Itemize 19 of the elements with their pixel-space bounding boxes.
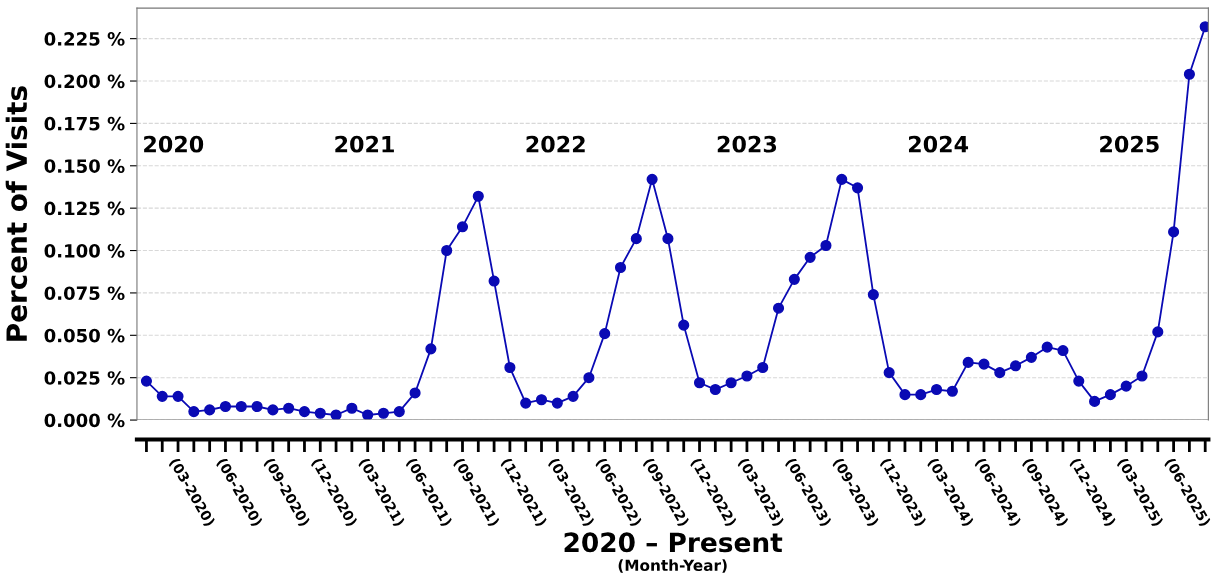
annotation: 2022	[526, 135, 585, 153]
annotation: 2021	[335, 135, 394, 153]
y-tick-label: 0.075 %	[44, 286, 125, 301]
y-tick-label: 0.225 %	[44, 32, 125, 46]
y-tick-label: 0.175 %	[44, 116, 125, 131]
annotation: 2023	[717, 135, 777, 153]
y-tick-label: 0.050 %	[44, 328, 125, 343]
y-axis-title: Percent of Visits	[5, 86, 28, 341]
y-tick-label: 0.150 %	[44, 159, 125, 173]
annotation: 2020	[144, 135, 204, 153]
y-tick-label: 0.200 %	[44, 74, 125, 89]
y-tick-label: 0.100 %	[44, 244, 125, 258]
y-tick-label: 0.000 %	[44, 413, 125, 428]
y-tick-label: 0.125 %	[44, 201, 125, 216]
annotation: 2025	[1100, 135, 1159, 153]
annotation: 2024	[908, 135, 969, 153]
x-axis-title: 2020 – Present	[564, 532, 783, 553]
text: (Month-Year)	[618, 559, 727, 573]
y-tick-label: 0.025 %	[44, 371, 125, 385]
